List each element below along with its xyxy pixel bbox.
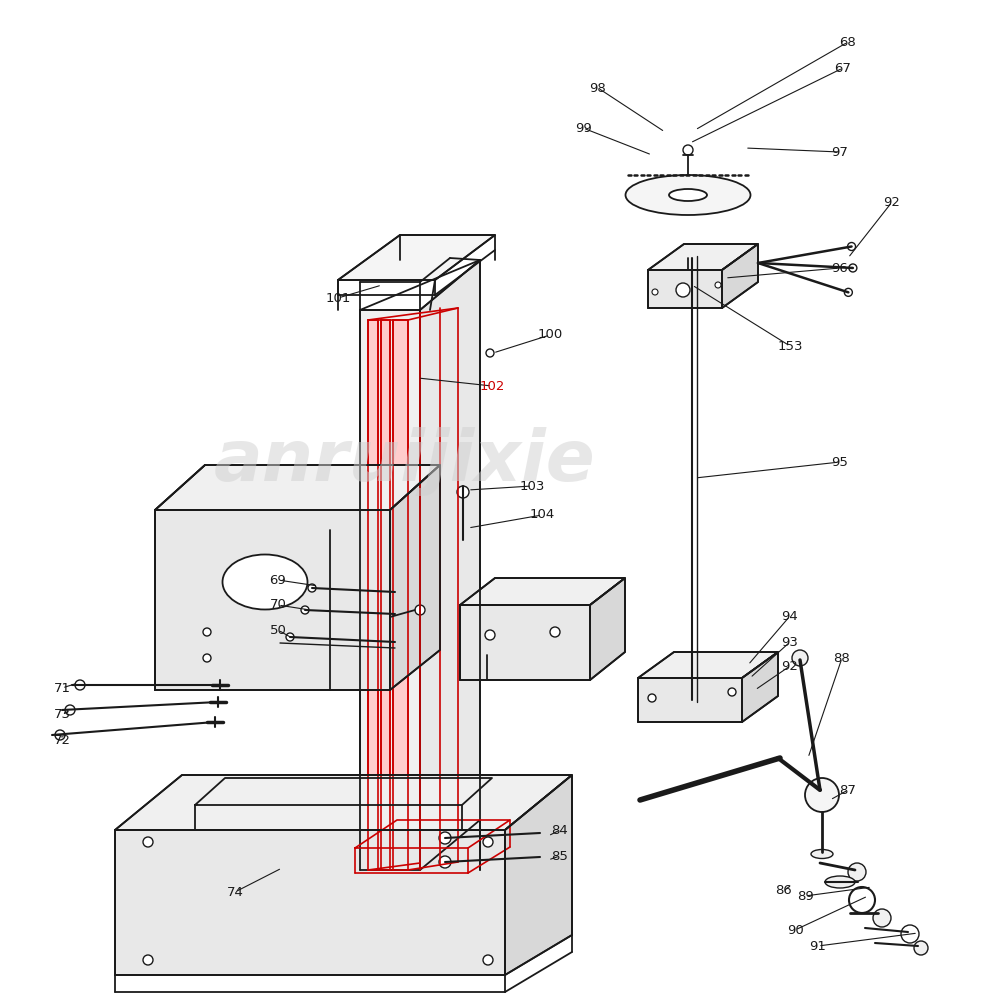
Polygon shape [115,830,505,975]
Text: 94: 94 [782,609,798,622]
Polygon shape [420,260,480,870]
Circle shape [457,486,469,498]
Circle shape [844,288,852,296]
Text: anruijixie: anruijixie [214,428,596,496]
Polygon shape [505,775,572,975]
Text: 92: 92 [884,196,900,209]
Polygon shape [638,678,742,722]
Text: 153: 153 [777,340,803,353]
Circle shape [203,628,211,636]
Circle shape [301,606,309,614]
Circle shape [792,650,808,666]
Text: 67: 67 [835,62,851,75]
Circle shape [676,283,690,297]
Ellipse shape [669,189,707,201]
Ellipse shape [811,850,833,858]
Circle shape [728,688,736,696]
Circle shape [485,630,495,640]
Text: 86: 86 [776,884,792,896]
Polygon shape [648,244,758,270]
Text: 68: 68 [840,35,856,48]
Polygon shape [360,310,420,870]
Circle shape [486,349,494,357]
Polygon shape [460,578,625,605]
Text: 95: 95 [832,456,848,468]
Text: 90: 90 [787,924,803,936]
Circle shape [439,856,451,868]
Polygon shape [368,320,378,870]
Polygon shape [742,652,778,722]
Circle shape [439,832,451,844]
Polygon shape [460,605,590,680]
Text: 102: 102 [479,379,505,392]
Polygon shape [390,465,440,690]
Circle shape [805,778,839,812]
Text: 50: 50 [270,624,286,637]
Polygon shape [338,235,495,280]
Circle shape [308,584,316,592]
Text: 103: 103 [519,480,545,492]
Text: 91: 91 [810,940,826,952]
Polygon shape [722,244,758,308]
Circle shape [683,145,693,155]
Text: 104: 104 [529,508,555,522]
Circle shape [55,730,65,740]
Circle shape [143,837,153,847]
Circle shape [715,282,721,288]
Polygon shape [115,775,572,830]
Text: 101: 101 [325,292,351,304]
Polygon shape [648,270,722,308]
Text: 69: 69 [270,574,286,586]
Text: 96: 96 [832,261,848,274]
Circle shape [75,680,85,690]
Circle shape [483,837,493,847]
Text: 88: 88 [834,652,850,664]
Text: 85: 85 [552,850,568,862]
Polygon shape [355,820,510,848]
Circle shape [143,955,153,965]
Text: 99: 99 [575,121,591,134]
Text: 93: 93 [782,636,798,648]
Text: 72: 72 [54,734,70,746]
Circle shape [848,243,856,251]
Circle shape [483,955,493,965]
Text: 70: 70 [270,598,286,611]
Text: 87: 87 [840,784,856,796]
Text: 84: 84 [552,824,568,836]
Polygon shape [155,465,440,510]
Polygon shape [590,578,625,680]
Circle shape [65,705,75,715]
Circle shape [849,887,875,913]
Circle shape [914,941,928,955]
Polygon shape [381,320,390,870]
Text: 89: 89 [797,890,813,902]
Circle shape [648,694,656,702]
Text: 71: 71 [54,682,70,694]
Circle shape [286,633,294,641]
Circle shape [652,289,658,295]
Polygon shape [393,320,408,870]
Polygon shape [638,652,778,678]
Ellipse shape [222,554,308,609]
Text: 92: 92 [782,660,798,672]
Text: 98: 98 [590,82,606,95]
Text: 97: 97 [832,145,848,158]
Circle shape [873,909,891,927]
Circle shape [203,654,211,662]
Ellipse shape [626,175,750,215]
Circle shape [848,863,866,881]
Text: 74: 74 [227,886,243,898]
Circle shape [901,925,919,943]
Text: 73: 73 [54,708,70,722]
Circle shape [550,627,560,637]
Ellipse shape [825,876,855,888]
Text: 100: 100 [537,328,563,342]
Polygon shape [155,510,390,690]
Circle shape [415,605,425,615]
Circle shape [849,264,857,272]
